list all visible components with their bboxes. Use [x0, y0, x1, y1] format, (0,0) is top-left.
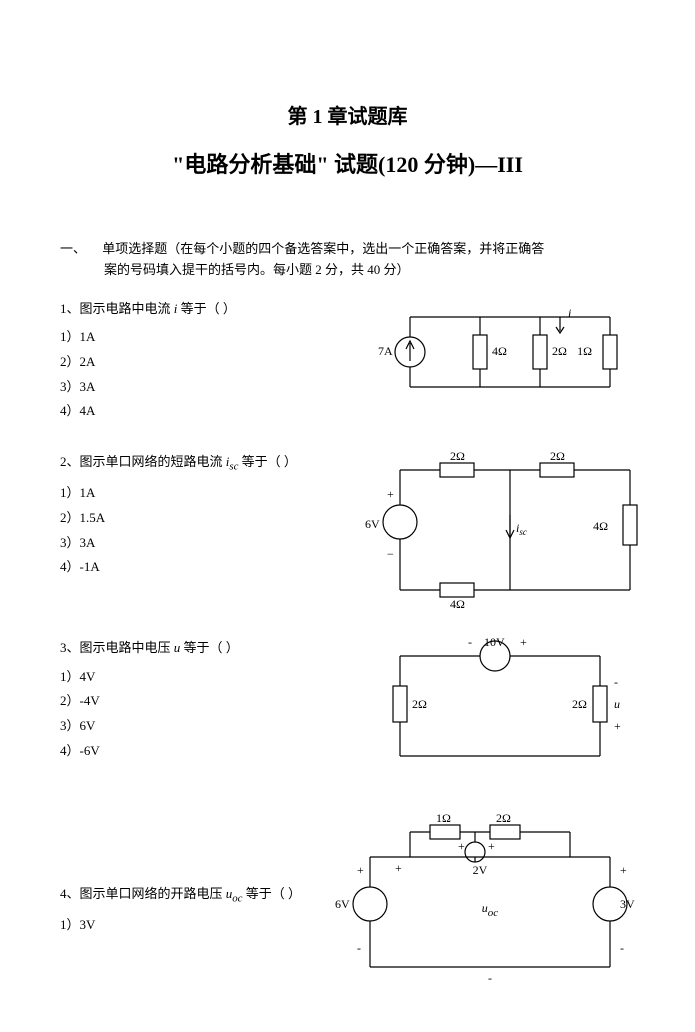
- q4-mid-plus: +: [458, 839, 465, 853]
- q1-r3-label: 1Ω: [577, 344, 592, 358]
- question-4-options: 1）3V: [60, 913, 360, 938]
- q2-opt-3: 3）3A: [60, 531, 360, 556]
- q4-opt-1: 1）3V: [60, 913, 360, 938]
- question-3-text: 3、图示电路中电压 u 等于（ ） 1）4V 2）-4V 3）6V 4）-6V: [60, 636, 360, 763]
- q3-u-plus: +: [614, 719, 621, 733]
- q3-circuit-svg: - + 10V 2Ω 2Ω - u +: [360, 636, 630, 776]
- question-2-figure: 6V + − 2Ω 2Ω 4Ω 4Ω isc: [360, 450, 650, 610]
- q3-opt-4: 4）-6V: [60, 739, 360, 764]
- q1-opt-2: 2）2A: [60, 350, 360, 375]
- q4-uoc-minus: -: [488, 971, 492, 985]
- question-4-stem: 4、图示单口网络的开路电压 uoc 等于（ ）: [60, 882, 360, 909]
- q4-right-minus: -: [620, 941, 624, 955]
- q2-rtop1: 2Ω: [450, 450, 465, 463]
- question-4: 4、图示单口网络的开路电压 uoc 等于（ ） 1）3V: [60, 802, 635, 992]
- question-3-stem: 3、图示电路中电压 u 等于（ ）: [60, 636, 360, 661]
- q3-top-plus: +: [520, 636, 527, 649]
- q3-top-minus: -: [468, 636, 472, 649]
- q1-opt-4: 4）4A: [60, 399, 360, 424]
- q4-vleft: 6V: [335, 897, 350, 911]
- q1-opt-1: 1）1A: [60, 325, 360, 350]
- q1-r1-label: 4Ω: [492, 344, 507, 358]
- q4-uoc: uoc: [482, 901, 499, 919]
- question-2-options: 1）1A 2）1.5A 3）3A 4）-1A: [60, 481, 360, 580]
- exam-title: "电路分析基础" 试题(120 分钟)—III: [60, 147, 635, 179]
- q2-minus: −: [387, 547, 394, 561]
- section-1-text-line1: 单项选择题（在每个小题的四个备选答案中，选出一个正确答案，并将正确答: [102, 241, 544, 256]
- q3-u-label: u: [614, 697, 620, 711]
- q3-u-minus: -: [614, 675, 618, 689]
- q2-isc: isc: [516, 521, 527, 537]
- q2-stem-pre: 2、图示单口网络的短路电流: [60, 454, 226, 469]
- q4-left-minus: -: [357, 941, 361, 955]
- section-1-heading: 一、 单项选择题（在每个小题的四个备选答案中，选出一个正确答案，并将正确答 案的…: [60, 239, 635, 281]
- q1-opt-3: 3）3A: [60, 375, 360, 400]
- q3-opt-2: 2）-4V: [60, 689, 360, 714]
- q2-plus: +: [387, 487, 394, 501]
- q1-i-label: i: [568, 306, 571, 320]
- q4-stem-post: 等于（ ）: [243, 886, 302, 901]
- q3-rright: 2Ω: [572, 697, 587, 711]
- question-3: 3、图示电路中电压 u 等于（ ） 1）4V 2）-4V 3）6V 4）-6V: [60, 636, 635, 776]
- q4-stem-sub: oc: [232, 893, 242, 905]
- question-2-text: 2、图示单口网络的短路电流 isc 等于（ ） 1）1A 2）1.5A 3）3A…: [60, 450, 360, 580]
- question-1: 1、图示电路中电流 i 等于（ ） 1）1A 2）2A 3）3A 4）4A: [60, 297, 635, 424]
- q2-opt-2: 2）1.5A: [60, 506, 360, 531]
- q4-vmid: 2V: [473, 863, 488, 877]
- q4-r1: 1Ω: [436, 811, 451, 825]
- q3-stem-pre: 3、图示电路中电压: [60, 640, 174, 655]
- q2-rright: 4Ω: [593, 519, 608, 533]
- q1-circuit-svg: 7A 4Ω 2Ω 1Ω i: [360, 297, 630, 407]
- q2-v-label: 6V: [365, 517, 380, 531]
- q4-r2: 2Ω: [496, 811, 511, 825]
- q2-rtop2: 2Ω: [550, 450, 565, 463]
- question-2-stem: 2、图示单口网络的短路电流 isc 等于（ ）: [60, 450, 360, 477]
- q3-vtop: 10V: [484, 636, 505, 649]
- q1-stem-pre: 1、图示电路中电流: [60, 301, 174, 316]
- q4-circuit-svg: 6V 3V + - + - 1Ω 2Ω + + 2V uoc + -: [330, 802, 650, 992]
- q2-circuit-svg: 6V + − 2Ω 2Ω 4Ω 4Ω isc: [360, 450, 650, 610]
- q2-stem-post: 等于（ ）: [238, 454, 297, 469]
- q4-uoc-plus: +: [395, 861, 402, 875]
- q1-src-label: 7A: [378, 344, 393, 358]
- question-1-figure: 7A 4Ω 2Ω 1Ω i: [360, 297, 635, 407]
- chapter-title: 第 1 章试题库: [60, 100, 635, 129]
- question-2: 2、图示单口网络的短路电流 isc 等于（ ） 1）1A 2）1.5A 3）3A…: [60, 450, 635, 610]
- q2-opt-1: 1）1A: [60, 481, 360, 506]
- q4-left-plus: +: [357, 863, 364, 877]
- q3-opt-1: 1）4V: [60, 665, 360, 690]
- question-3-options: 1）4V 2）-4V 3）6V 4）-6V: [60, 665, 360, 764]
- question-1-stem: 1、图示电路中电流 i 等于（ ）: [60, 297, 360, 322]
- q4-mid-plus2: +: [488, 839, 495, 853]
- q2-rbot: 4Ω: [450, 597, 465, 610]
- q1-r2-label: 2Ω: [552, 344, 567, 358]
- q4-vright: 3V: [620, 897, 635, 911]
- section-1-number: 一、: [60, 241, 86, 256]
- q2-opt-4: 4）-1A: [60, 555, 360, 580]
- q3-stem-post: 等于（ ）: [180, 640, 239, 655]
- exam-page: 第 1 章试题库 "电路分析基础" 试题(120 分钟)—III 一、 单项选择…: [0, 0, 695, 1032]
- q1-stem-post: 等于（ ）: [177, 301, 236, 316]
- q4-stem-pre: 4、图示单口网络的开路电压: [60, 886, 226, 901]
- question-4-figure: 6V 3V + - + - 1Ω 2Ω + + 2V uoc + -: [330, 802, 650, 992]
- q4-right-plus: +: [620, 863, 627, 877]
- question-4-text: 4、图示单口网络的开路电压 uoc 等于（ ） 1）3V: [60, 802, 360, 938]
- q3-rleft: 2Ω: [412, 697, 427, 711]
- question-3-figure: - + 10V 2Ω 2Ω - u +: [360, 636, 635, 776]
- question-1-text: 1、图示电路中电流 i 等于（ ） 1）1A 2）2A 3）3A 4）4A: [60, 297, 360, 424]
- question-1-options: 1）1A 2）2A 3）3A 4）4A: [60, 325, 360, 424]
- section-1-text-line2: 案的号码填入提干的括号内。每小题 2 分，共 40 分）: [60, 260, 635, 281]
- q3-opt-3: 3）6V: [60, 714, 360, 739]
